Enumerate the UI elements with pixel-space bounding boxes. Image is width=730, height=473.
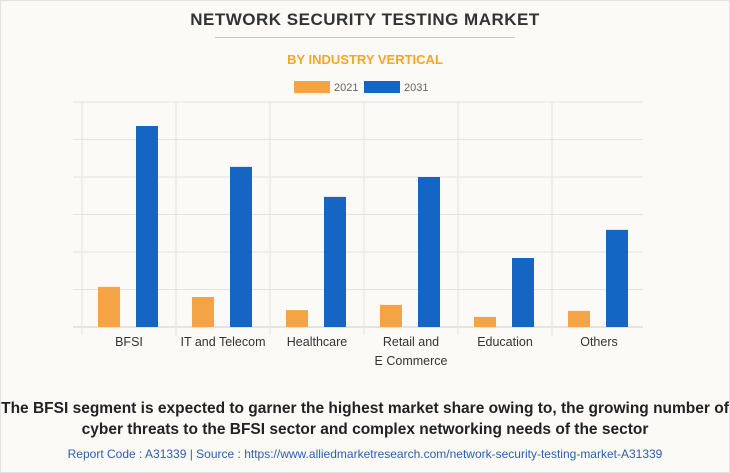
bar-2031 bbox=[324, 196, 346, 327]
bar-2031 bbox=[606, 229, 628, 327]
chart-subtitle: BY INDUSTRY VERTICAL bbox=[287, 52, 443, 67]
bar-2021 bbox=[286, 310, 308, 327]
bar-2021 bbox=[380, 304, 402, 327]
bar-2021 bbox=[98, 286, 120, 327]
x-tick-label: E Commerce bbox=[375, 354, 448, 368]
title-divider bbox=[215, 37, 515, 38]
bar-2031 bbox=[512, 258, 534, 327]
chart-title: NETWORK SECURITY TESTING MARKET bbox=[190, 10, 540, 29]
legend-label: 2031 bbox=[404, 82, 428, 94]
bar-2021 bbox=[474, 316, 496, 327]
x-tick-label: Education bbox=[477, 335, 533, 349]
bar-2031 bbox=[418, 177, 440, 327]
legend-swatch-2031 bbox=[364, 81, 400, 93]
chart-caption: The BFSI segment is expected to garner t… bbox=[1, 400, 729, 438]
legend-swatch-2021 bbox=[294, 81, 330, 93]
x-tick-label: Others bbox=[580, 335, 618, 349]
x-tick-label: Healthcare bbox=[287, 335, 347, 349]
x-tick-label: BFSI bbox=[115, 335, 143, 349]
source-line: Report Code : A31339 | Source : https://… bbox=[67, 447, 663, 461]
x-tick-label: IT and Telecom bbox=[180, 335, 265, 349]
bar-2031 bbox=[230, 166, 252, 327]
x-tick-label: Retail and bbox=[383, 335, 439, 349]
bar-2021 bbox=[568, 310, 590, 327]
bar-2031 bbox=[136, 126, 158, 327]
bar-2021 bbox=[192, 297, 214, 327]
legend-label: 2021 bbox=[334, 82, 358, 94]
